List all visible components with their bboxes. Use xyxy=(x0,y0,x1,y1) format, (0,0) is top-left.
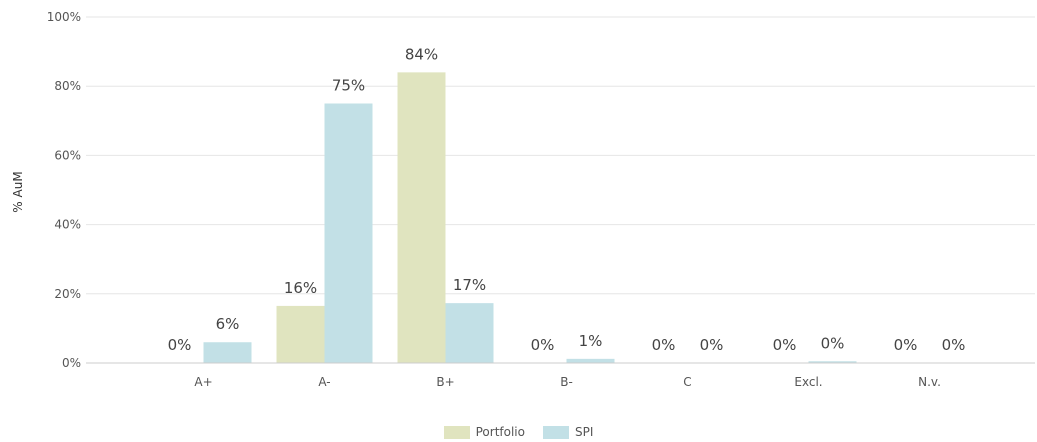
data-label: 75% xyxy=(332,77,365,95)
data-label: 0% xyxy=(942,336,966,354)
bar-spi-Excl.[interactable] xyxy=(808,361,857,363)
bars xyxy=(203,72,857,364)
data-label: 84% xyxy=(405,45,438,63)
legend: Portfolio SPI xyxy=(0,423,1037,441)
x-category-label: C xyxy=(683,375,691,389)
gridlines xyxy=(86,16,1035,295)
legend-item-spi[interactable]: SPI xyxy=(542,425,594,439)
y-tick-label: 40% xyxy=(54,218,81,232)
x-category-label: A- xyxy=(318,375,330,389)
data-label: 16% xyxy=(284,279,317,297)
data-label: 0% xyxy=(894,336,918,354)
data-label: 0% xyxy=(531,336,555,354)
x-category-label: B- xyxy=(560,375,573,389)
data-label: 0% xyxy=(168,336,192,354)
bar-spi-B+[interactable] xyxy=(445,303,494,363)
y-tick-label: 80% xyxy=(54,79,81,93)
x-category-label: Excl. xyxy=(794,375,822,389)
data-label: 0% xyxy=(700,336,724,354)
legend-item-portfolio[interactable]: Portfolio xyxy=(443,425,525,439)
legend-swatch-spi xyxy=(542,425,569,439)
x-category-label: N.v. xyxy=(918,375,941,389)
data-label: 6% xyxy=(216,315,240,333)
data-label: 17% xyxy=(453,276,486,294)
data-label: 0% xyxy=(773,336,797,354)
bar-portfolio-A-[interactable] xyxy=(276,305,325,363)
bar-spi-A+[interactable] xyxy=(203,342,252,363)
data-label: 1% xyxy=(579,332,603,350)
y-tick-label: 0% xyxy=(62,356,81,370)
x-axis-categories: A+ A- B+ B- C Excl. N.v. xyxy=(194,375,941,389)
bar-spi-B-[interactable] xyxy=(566,358,615,363)
data-labels: 0% 6% 16% 75% 84% 17% 0% 1% 0% 0% 0% 0% 0% 0% xyxy=(168,45,966,354)
y-tick-label: 100% xyxy=(47,10,81,24)
bar-spi-A-[interactable] xyxy=(324,103,373,364)
x-category-label: A+ xyxy=(194,375,212,389)
y-axis-label: % AuM xyxy=(11,171,25,212)
y-axis-ticks: 0% 20% 40% 60% 80% 100% xyxy=(47,10,81,370)
legend-label-spi: SPI xyxy=(574,425,594,439)
data-label: 0% xyxy=(652,336,676,354)
data-label: 0% xyxy=(821,334,845,352)
x-category-label: B+ xyxy=(436,375,454,389)
legend-swatch-portfolio xyxy=(443,425,470,439)
y-tick-label: 20% xyxy=(54,287,81,301)
y-tick-label: 60% xyxy=(54,148,81,162)
legend-label-portfolio: Portfolio xyxy=(475,425,525,439)
bar-portfolio-B+[interactable] xyxy=(397,72,446,364)
